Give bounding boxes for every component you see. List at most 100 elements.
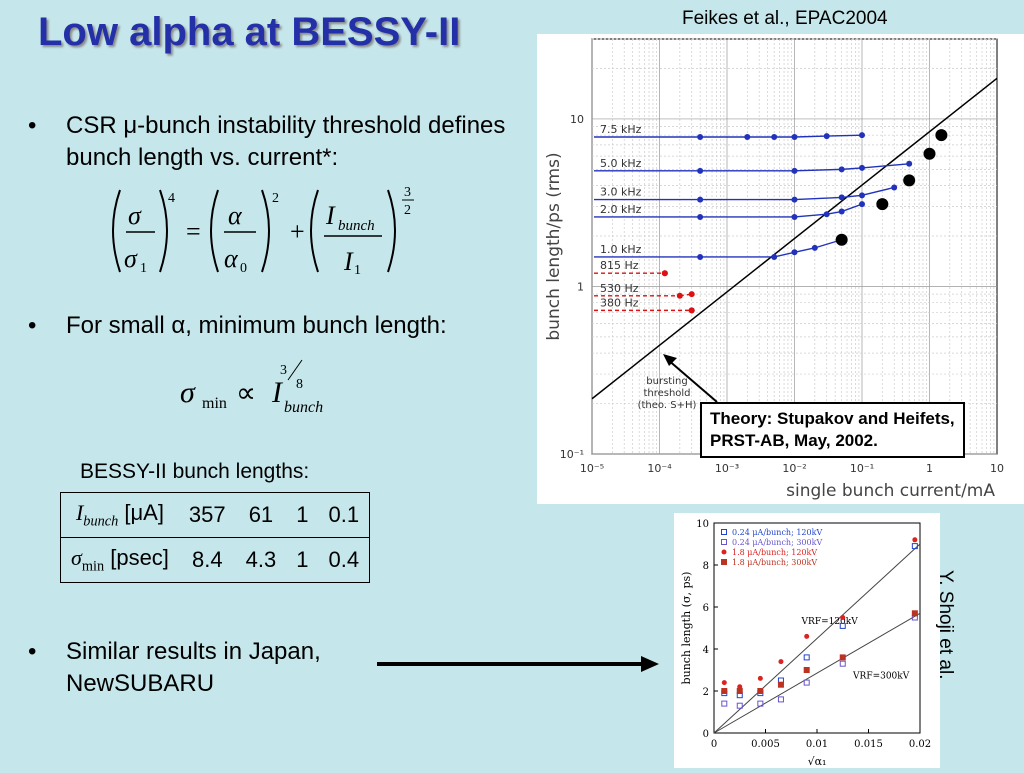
data-point — [859, 192, 865, 199]
x-tick-label: 10⁻³ — [715, 462, 739, 475]
data-point — [791, 134, 798, 141]
data-point — [803, 679, 810, 686]
data-point — [778, 659, 784, 665]
arrow-to-japan-plot — [377, 656, 659, 672]
legend-label: 0.24 μA/bunch; 300kV — [732, 538, 822, 547]
bessy-chart: 10⁻⁵ 10⁻⁴ 10⁻³ 10⁻² 10⁻¹ 1 10 10⁻¹ 1 10 single bun… — [544, 38, 1004, 501]
series-label: 7.5 kHz — [600, 123, 642, 136]
svg-text:σ: σ — [128, 201, 142, 230]
annotation-label: VRF=300kV — [852, 671, 910, 681]
svg-text:1: 1 — [354, 263, 361, 278]
data-point — [777, 696, 784, 703]
x-tick-label: 0.01 — [806, 739, 828, 750]
data-point — [839, 622, 846, 629]
y-tick-label: 2 — [703, 687, 709, 698]
svg-text:α: α — [228, 201, 243, 230]
x-tick-label: 1 — [926, 462, 933, 475]
data-point — [911, 543, 918, 550]
bullet-2: • For small α, minimum bunch length: — [28, 310, 536, 342]
y-tick-label: 10⁻¹ — [560, 448, 584, 461]
svg-text:+: + — [290, 217, 305, 246]
x-tick-label: 0.015 — [854, 739, 883, 750]
threshold-point — [923, 147, 936, 160]
data-point — [859, 201, 865, 208]
annotation-line: (theo. S+H) — [638, 400, 697, 411]
y-tick-label: 4 — [703, 645, 709, 656]
x-tick-label: 0.02 — [909, 739, 931, 750]
y-tick-label: 8 — [703, 561, 709, 572]
data-point — [688, 291, 695, 298]
svg-text:I: I — [271, 376, 284, 409]
annotation-line: bursting — [646, 376, 687, 387]
data-point — [771, 253, 778, 260]
data-point — [791, 167, 798, 174]
data-point — [791, 196, 798, 203]
data-point — [697, 253, 704, 260]
bullet-3: • Similar results in Japan, NewSUBARU — [28, 636, 386, 700]
table-row: Ibunch [μA] 357 61 1 0.1 — [61, 493, 370, 538]
data-point — [839, 654, 846, 661]
data-point — [721, 680, 727, 686]
table-cell: 1 — [296, 547, 309, 572]
table-cell: 8.4 — [191, 547, 223, 572]
x-tick-label: 0 — [711, 739, 717, 750]
x-tick-label: 10 — [990, 462, 1004, 475]
threshold-point — [935, 129, 948, 142]
data-point — [839, 660, 846, 667]
svg-text:bunch: bunch — [338, 218, 375, 234]
series-label: 3.0 kHz — [600, 186, 642, 199]
annotation-label: VRF=120kV — [801, 617, 859, 627]
data-point — [697, 213, 704, 220]
series-label: 1.0 kHz — [600, 243, 642, 256]
minimum-length-formula: σ min ∝ I bunch 3 8 — [180, 356, 380, 421]
data-point — [803, 654, 810, 661]
svg-text:I: I — [325, 201, 336, 230]
data-point — [859, 164, 865, 171]
theory-box: Theory: Stupakov and Heifets, PRST-AB, M… — [700, 402, 965, 458]
x-tick-label: 10⁻⁵ — [580, 462, 604, 475]
data-point — [823, 133, 830, 140]
svg-text:4: 4 — [168, 191, 175, 206]
annotation-arrow — [666, 358, 718, 403]
bullet-2-text: For small α, minimum bunch length: — [66, 312, 447, 339]
table-row-label: σmin [psec] — [71, 544, 169, 575]
x-axis-label: single bunch current/mA — [786, 481, 995, 501]
table-cell: 0.4 — [328, 547, 360, 572]
y-tick-label: 10 — [696, 519, 709, 530]
minimum-length-formula-svg: σ min ∝ I bunch 3 8 — [180, 359, 323, 416]
table-cell: 1 — [296, 502, 309, 527]
data-point — [823, 211, 830, 218]
theory-line-1: Theory: Stupakov and Heifets, — [710, 409, 955, 428]
newsubaru-chart: 0 0.005 0.01 0.015 0.02 0 2 4 6 8 10 √α₁ bunch lengt… — [680, 519, 931, 768]
bullet-dot: • — [28, 312, 37, 339]
y-tick-label: 0 — [703, 729, 709, 740]
newsubaru-chart-panel: 0 0.005 0.01 0.015 0.02 0 2 4 6 8 10 √α₁ bunch lengt… — [674, 513, 940, 768]
data-point — [791, 213, 798, 220]
svg-text:3: 3 — [280, 363, 287, 378]
data-point — [697, 167, 704, 174]
series-label: 815 Hz — [600, 259, 639, 272]
svg-text:min: min — [202, 395, 227, 412]
svg-text:=: = — [186, 217, 201, 246]
table-cell: 61 — [248, 502, 274, 527]
data-point — [757, 700, 764, 707]
y-tick-label: 6 — [703, 603, 709, 614]
svg-text:1: 1 — [140, 261, 147, 276]
data-point — [661, 270, 668, 277]
fit-line-300kv — [713, 612, 921, 734]
bullet-1-text: CSR μ-bunch instability threshold define… — [66, 112, 506, 171]
data-point — [736, 702, 743, 709]
legend-label: 0.24 μA/bunch; 120kV — [732, 528, 822, 537]
legend-marker — [721, 539, 727, 545]
y-axis-label: bunch length (σ, ps) — [680, 572, 693, 685]
citation-top: Feikes et al., EPAC2004 — [682, 8, 888, 29]
legend-marker — [721, 559, 727, 565]
data-point — [757, 688, 764, 694]
slide-title: Low alpha at BESSY-II — [38, 10, 461, 54]
data-point — [838, 166, 845, 173]
bullet-dot: • — [28, 638, 37, 665]
legend-label: 1.8 μA/bunch; 120kV — [732, 548, 817, 557]
data-point — [838, 208, 845, 215]
threshold-point — [835, 233, 848, 246]
data-point — [777, 681, 784, 688]
